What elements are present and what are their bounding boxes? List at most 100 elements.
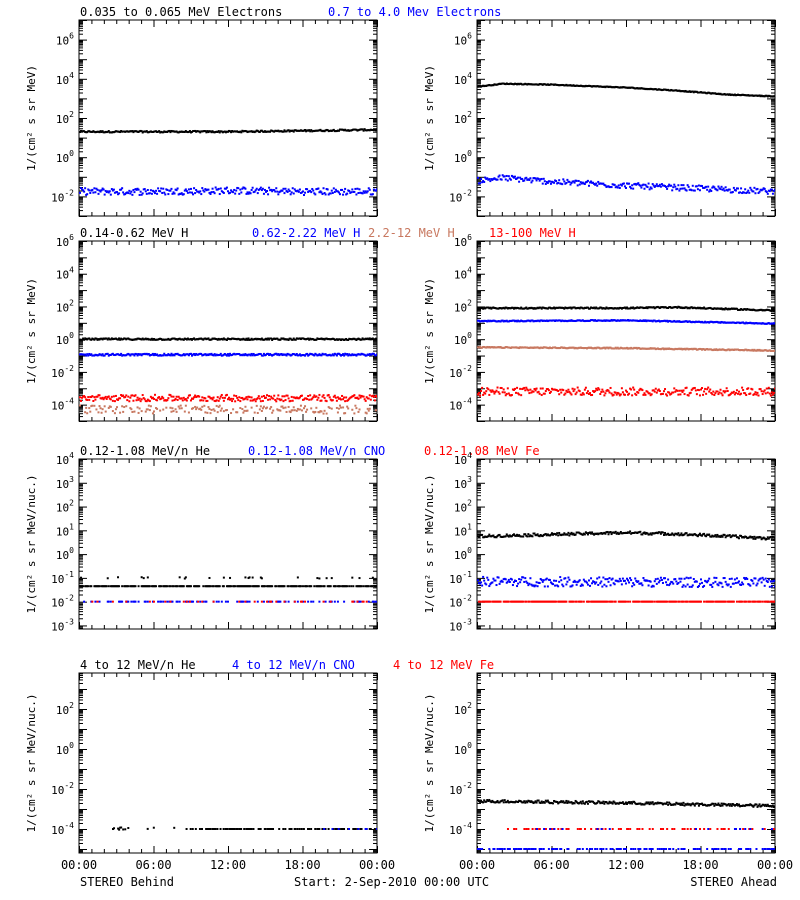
data-point xyxy=(628,182,631,185)
data-point xyxy=(727,321,730,324)
data-point xyxy=(159,190,162,193)
data-point xyxy=(247,192,250,195)
data-point xyxy=(744,392,747,395)
data-point xyxy=(544,183,547,186)
data-point xyxy=(490,84,493,87)
data-point xyxy=(765,191,768,194)
data-point xyxy=(698,394,701,397)
data-point xyxy=(668,319,671,322)
data-point xyxy=(129,585,132,588)
data-point xyxy=(477,319,479,322)
data-point xyxy=(652,389,655,392)
data-point xyxy=(662,306,665,309)
data-point xyxy=(214,337,217,340)
data-point xyxy=(634,182,637,185)
data-point xyxy=(290,585,293,588)
data-point xyxy=(725,189,728,192)
data-point xyxy=(628,307,631,310)
data-point xyxy=(166,131,169,134)
data-point xyxy=(174,188,177,191)
data-point xyxy=(572,390,575,393)
data-point xyxy=(622,393,625,396)
data-point xyxy=(480,346,483,349)
data-point xyxy=(627,318,630,321)
data-point xyxy=(108,405,111,408)
data-point xyxy=(698,189,701,192)
data-point xyxy=(200,193,203,196)
data-point xyxy=(523,320,526,323)
data-point xyxy=(361,600,364,603)
data-point xyxy=(307,129,310,132)
data-point xyxy=(298,129,301,132)
data-point xyxy=(615,85,618,88)
data-point xyxy=(121,354,124,357)
data-point xyxy=(83,395,86,398)
data-point xyxy=(327,193,330,196)
data-point xyxy=(598,85,601,88)
data-point xyxy=(553,319,556,322)
data-point xyxy=(221,585,224,588)
data-point xyxy=(285,410,288,413)
data-point xyxy=(646,319,649,322)
data-point xyxy=(612,319,615,322)
data-point xyxy=(343,338,346,341)
data-point xyxy=(240,397,243,400)
data-point xyxy=(721,93,724,96)
data-point xyxy=(539,387,542,390)
data-point xyxy=(510,346,513,349)
data-point xyxy=(184,188,187,191)
data-point xyxy=(702,91,705,94)
data-point xyxy=(499,178,502,181)
data-point xyxy=(242,398,245,401)
data-point xyxy=(367,409,370,412)
data-point xyxy=(322,585,325,588)
data-point xyxy=(117,353,120,356)
data-point xyxy=(759,308,762,311)
data-point xyxy=(498,320,501,323)
data-point xyxy=(189,352,192,355)
data-point xyxy=(161,338,164,341)
data-point xyxy=(547,347,550,350)
data-point xyxy=(218,353,221,356)
data-point xyxy=(561,183,564,186)
data-point xyxy=(111,600,114,603)
data-point xyxy=(228,354,230,357)
data-point xyxy=(277,394,280,397)
data-point xyxy=(331,337,334,340)
data-point xyxy=(492,346,495,349)
data-point xyxy=(583,347,586,350)
data-point xyxy=(80,399,83,402)
data-point xyxy=(333,338,336,341)
data-point xyxy=(664,88,667,91)
data-point xyxy=(510,306,513,309)
data-point xyxy=(215,585,218,588)
data-point xyxy=(166,399,169,402)
data-point xyxy=(181,399,184,402)
data-point xyxy=(657,388,660,391)
data-point xyxy=(333,190,336,193)
data-point xyxy=(255,353,258,356)
data-point xyxy=(719,92,722,95)
data-point xyxy=(85,131,88,134)
data-point xyxy=(738,321,741,324)
data-point xyxy=(242,337,245,340)
data-point xyxy=(712,92,715,95)
y-tick-label: 10-3 xyxy=(51,617,74,633)
data-point xyxy=(204,397,207,400)
data-point xyxy=(594,319,597,322)
data-point xyxy=(500,82,503,85)
data-point xyxy=(701,91,704,94)
data-point xyxy=(216,585,219,588)
data-point xyxy=(489,180,492,183)
data-point xyxy=(533,387,536,390)
data-point xyxy=(658,390,661,393)
data-point xyxy=(345,193,348,196)
data-point xyxy=(669,306,672,309)
data-point xyxy=(124,193,127,196)
data-point xyxy=(124,396,127,399)
data-point xyxy=(155,189,158,192)
data-point xyxy=(230,354,233,357)
data-point xyxy=(707,91,710,94)
data-point xyxy=(305,130,308,133)
data-point xyxy=(512,388,515,391)
